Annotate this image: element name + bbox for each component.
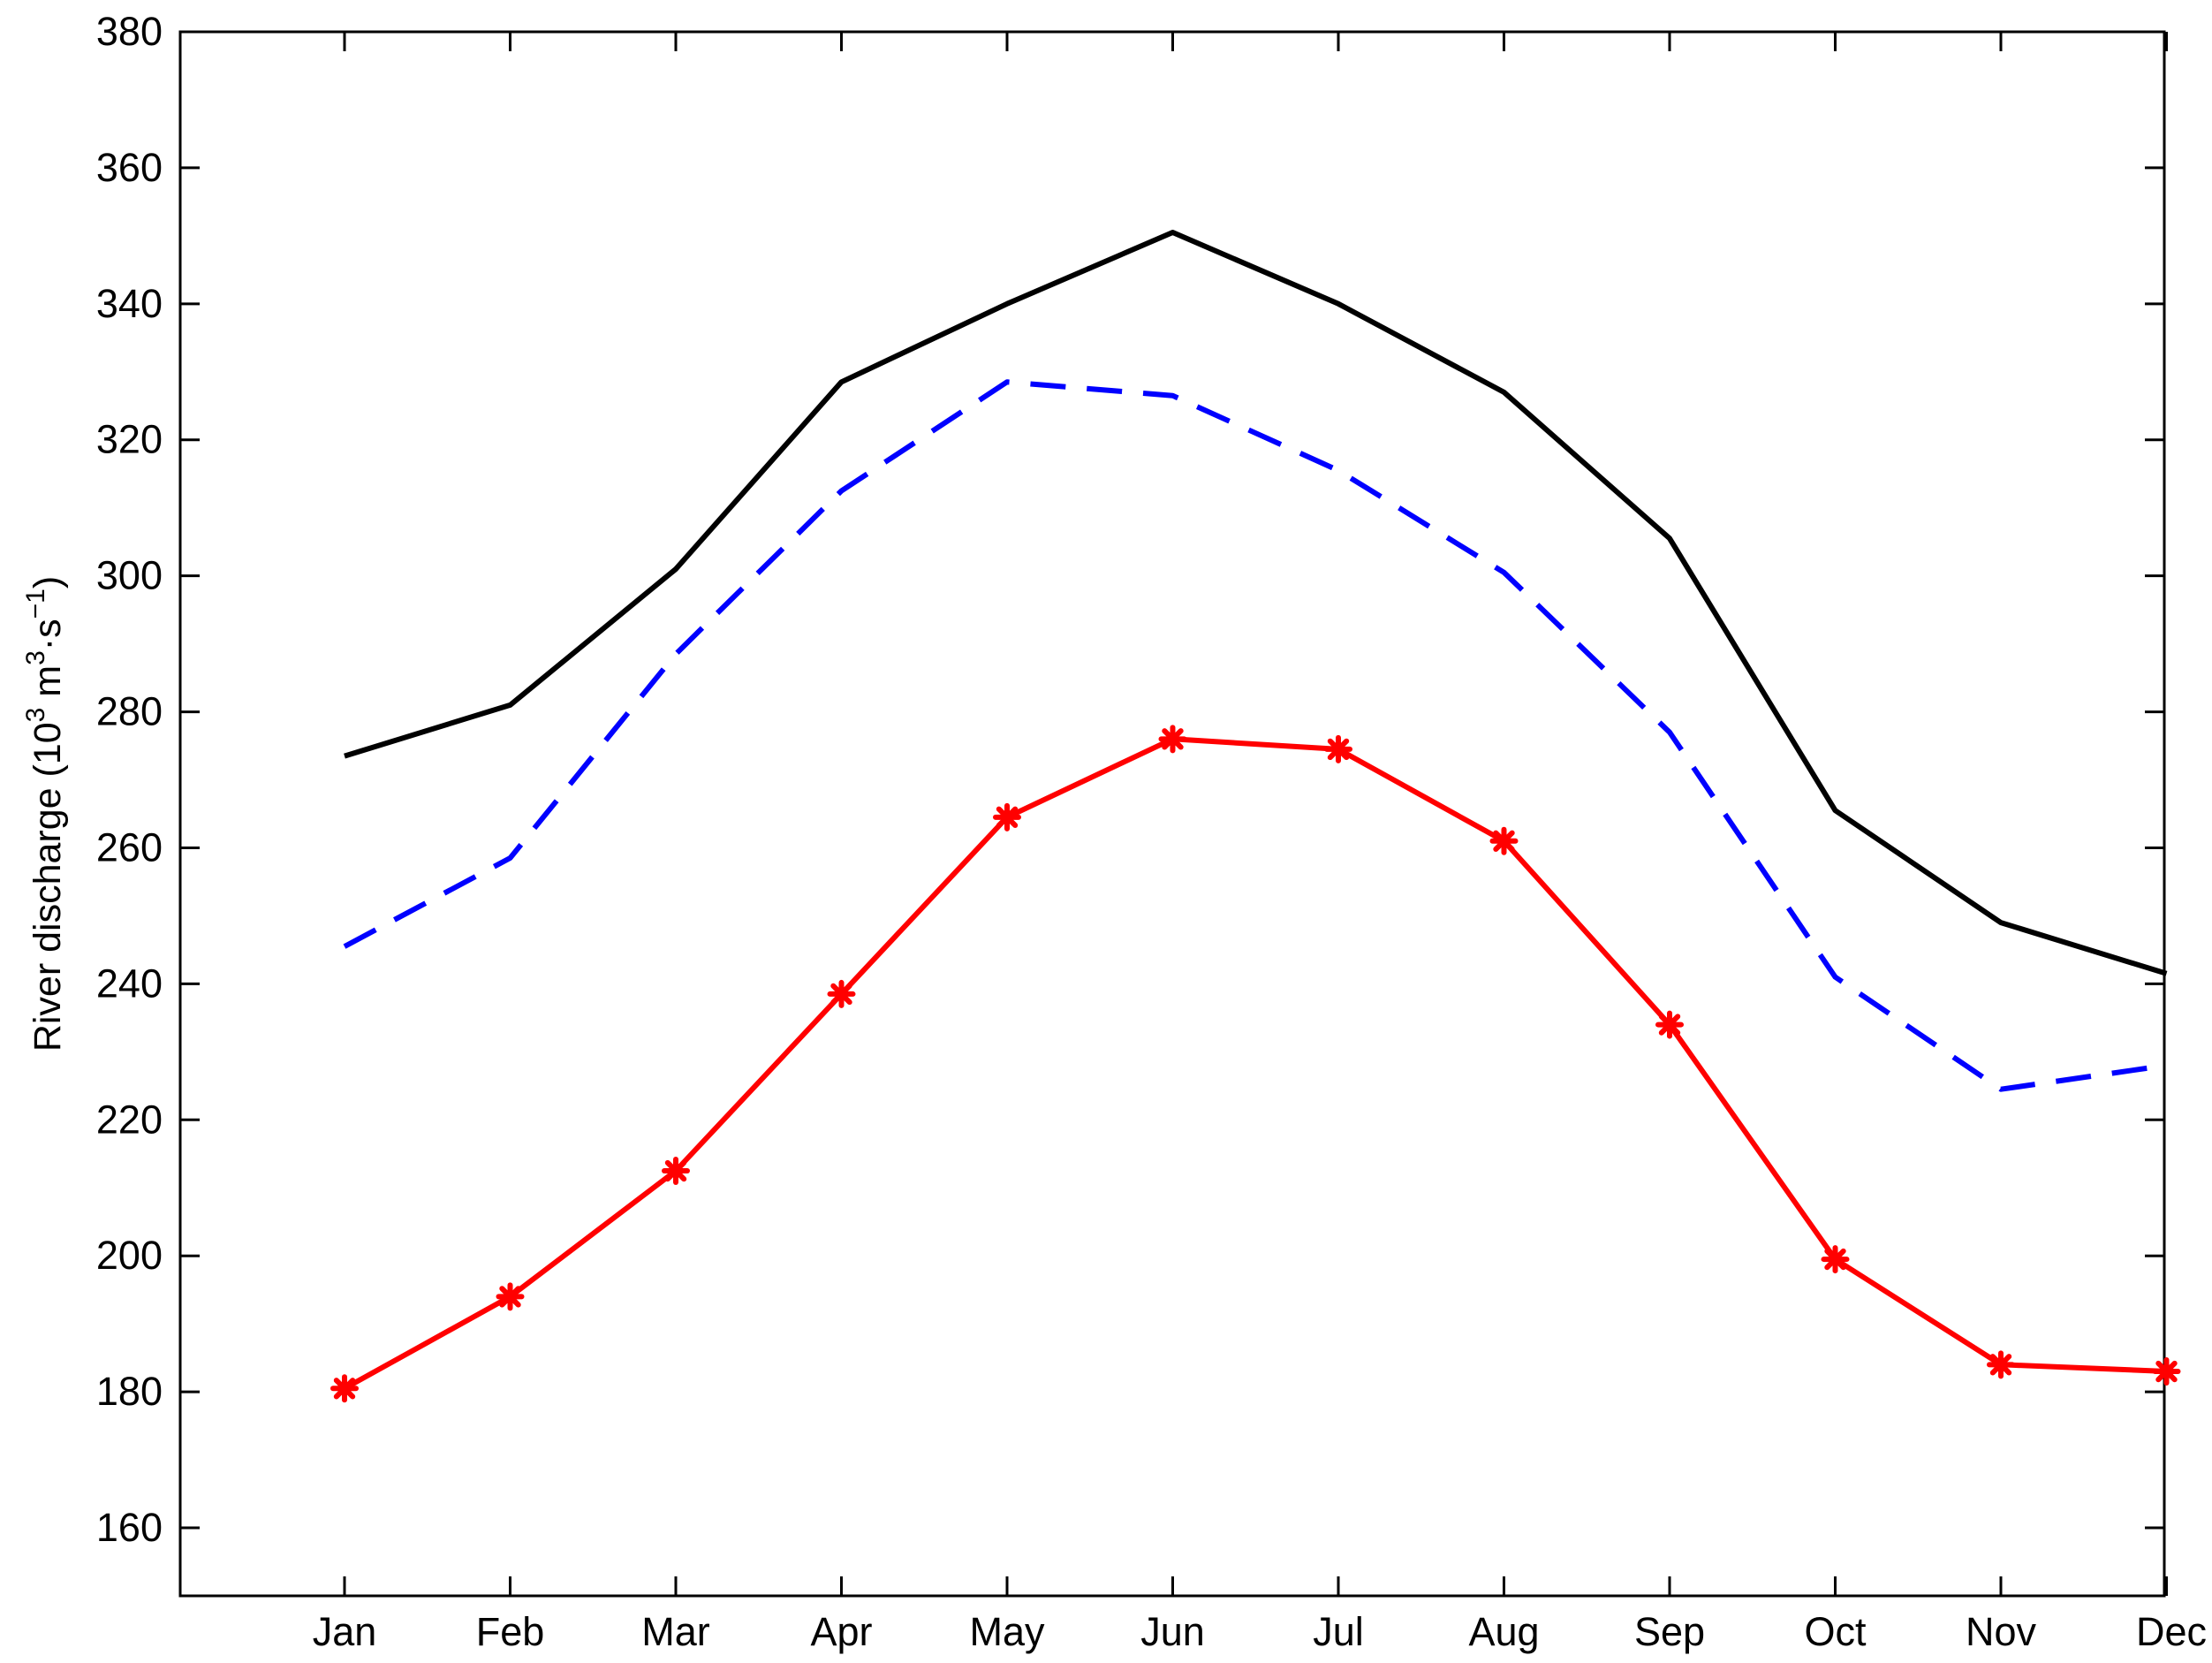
y-tick-label: 360	[96, 145, 163, 190]
plot-area	[178, 30, 2166, 1598]
series-red-asterisk-point	[662, 1157, 690, 1186]
x-tick-label-oct: Oct	[1804, 1609, 1867, 1654]
y-tick-label: 300	[96, 553, 163, 598]
x-tick-label-apr: Apr	[810, 1609, 872, 1654]
y-tick-label: 180	[96, 1369, 163, 1414]
y-axis-title-sup2: 3	[21, 650, 50, 665]
x-tick-label-jan: Jan	[313, 1609, 377, 1654]
series-red-asterisk-point	[1655, 1010, 1684, 1039]
y-tick-label: 220	[96, 1097, 163, 1142]
x-tick-label-mar: Mar	[641, 1609, 710, 1654]
x-tick-label-feb: Feb	[476, 1609, 545, 1654]
y-tick-label: 380	[96, 9, 163, 54]
series-red-asterisk-point	[1821, 1245, 1850, 1274]
y-tick-label: 160	[96, 1505, 163, 1550]
series-layer	[330, 230, 2181, 1403]
y-axis-title-sup3: −1	[21, 589, 50, 619]
y-tick-label: 240	[96, 961, 163, 1006]
series-red-asterisk-point	[1324, 734, 1352, 763]
y-axis-title-end: )	[27, 576, 69, 589]
series-red-asterisk-point	[1158, 725, 1187, 754]
y-axis-title-sup1: 3	[21, 708, 50, 723]
series-red-asterisk-point	[827, 979, 856, 1008]
x-axis: Jan Feb Mar Apr May Jun Jul Aug Sep Oct Nov Dec	[313, 32, 2207, 1654]
x-tick-label-dec: Dec	[2136, 1609, 2207, 1654]
y-tick-label: 280	[96, 689, 163, 734]
y-axis: 160 180 200 220 240 260 280 300 320 340 360 380	[96, 9, 2164, 1550]
series-blue-dashed-line	[343, 379, 2167, 1092]
series-red-asterisk-point	[2152, 1357, 2181, 1386]
x-tick-label-aug: Aug	[1468, 1609, 1539, 1654]
series-red-asterisk-point	[330, 1374, 359, 1403]
x-tick-label-jul: Jul	[1313, 1609, 1364, 1654]
x-tick-label-sep: Sep	[1634, 1609, 1705, 1654]
series-red-asterisk-point	[1489, 826, 1519, 855]
x-tick-label-may: May	[969, 1609, 1045, 1654]
series-red-asterisk-point	[1987, 1350, 2015, 1379]
y-axis-title-mid: m	[27, 665, 69, 708]
y-tick-label: 340	[96, 281, 163, 326]
x-tick-label-nov: Nov	[1966, 1609, 2037, 1654]
series-red-asterisk-line	[343, 736, 2167, 1391]
series-red-asterisk-point	[993, 802, 1021, 832]
y-tick-label: 260	[96, 824, 163, 869]
y-axis-title-dot: ·s	[27, 619, 69, 650]
y-tick-label: 320	[96, 417, 163, 462]
y-axis-title-main: River discharge (10	[27, 722, 69, 1052]
series-red-asterisk-point	[496, 1282, 525, 1311]
series-black-solid-line	[344, 230, 2168, 976]
y-axis-title: River discharge (103 m3·s−1)	[21, 576, 69, 1052]
x-tick-label-jun: Jun	[1140, 1609, 1205, 1654]
y-tick-label: 200	[96, 1233, 163, 1278]
